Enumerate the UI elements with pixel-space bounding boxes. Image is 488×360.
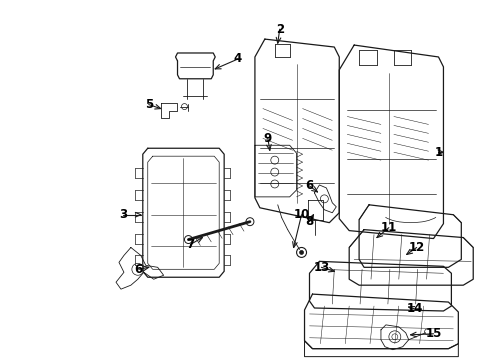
Text: 13: 13 — [313, 261, 329, 274]
Text: 10: 10 — [293, 208, 309, 221]
Text: 6: 6 — [134, 263, 142, 276]
Text: 2: 2 — [275, 23, 283, 36]
Text: 15: 15 — [425, 327, 441, 340]
Text: 8: 8 — [305, 215, 313, 228]
Text: 6: 6 — [305, 179, 313, 193]
Text: 12: 12 — [407, 241, 424, 254]
Text: 9: 9 — [263, 132, 271, 145]
Text: 4: 4 — [233, 53, 242, 66]
Text: 7: 7 — [186, 238, 194, 251]
Circle shape — [299, 251, 303, 255]
Text: 3: 3 — [119, 208, 127, 221]
Text: 14: 14 — [406, 302, 422, 315]
Text: 5: 5 — [144, 98, 153, 111]
Text: 1: 1 — [433, 146, 442, 159]
Text: 11: 11 — [380, 221, 396, 234]
